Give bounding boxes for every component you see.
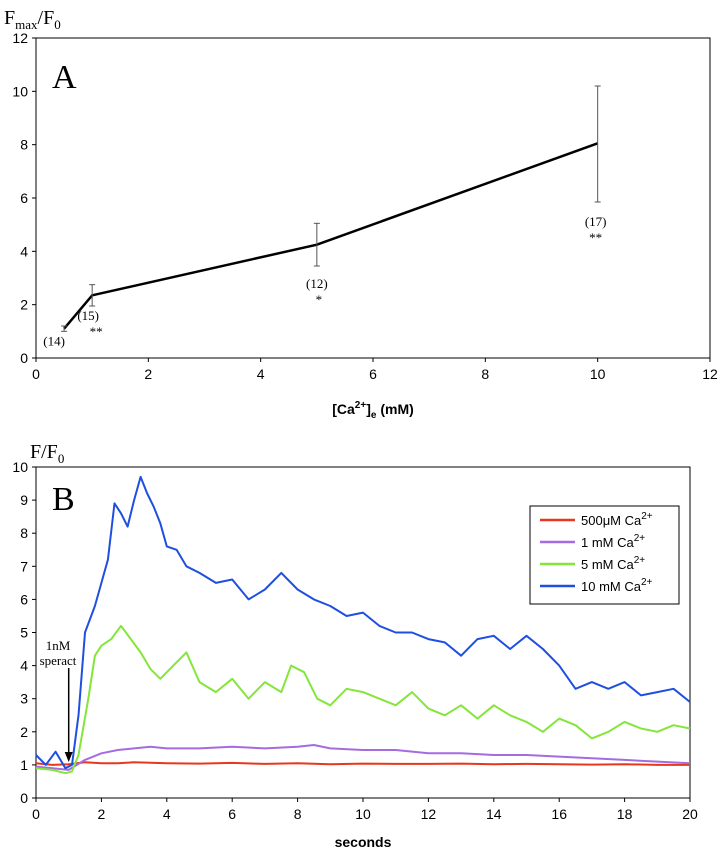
y-tick-label: 8 [20,137,28,153]
series-line [35,624,691,775]
x-tick-label: 4 [163,806,171,822]
legend-box [529,505,680,605]
y-tick-label: 6 [20,190,28,206]
x-tick-label: 20 [682,806,698,822]
y-tick-label: 3 [20,691,28,707]
legend-label: 10 mM Ca2+ [581,577,653,594]
x-tick-label: 14 [486,806,502,822]
x-tick-label: 18 [617,806,633,822]
y-tick-label: 9 [20,492,28,508]
x-tick-label: 2 [144,366,152,382]
x-tick-label: 4 [257,366,265,382]
series-line [35,475,691,770]
y-tick-label: 6 [20,591,28,607]
series-line [35,761,690,766]
series-line [35,744,691,771]
y-tick-label: 10 [12,83,28,99]
x-tick-label: 0 [32,806,40,822]
panel-b-x-axis-label: seconds [335,834,392,850]
panel-a-frame [35,37,711,359]
x-tick-label: 8 [294,806,302,822]
panel-b-y-axis-label: F/F0 [30,441,64,466]
annotation-arrow-head [64,752,73,762]
x-tick-label: 10 [355,806,371,822]
x-tick-label: 6 [228,806,236,822]
significance-marker: ** [90,324,103,339]
y-tick-label: 0 [20,790,28,806]
panel-b-series-lines [35,475,691,775]
significance-marker: * [316,292,323,307]
y-tick-label: 1 [20,757,28,773]
legend: 500μM Ca2+ 1 mM Ca2+ 5 mM Ca2+ 10 mM Ca2+ [529,505,680,605]
speract-annotation: 1nM speract [40,638,77,762]
y-tick-label: 4 [20,243,28,259]
n-label: (12) [306,276,328,291]
n-label: (17) [585,214,607,229]
annotation-text-1nm: 1nM [46,638,71,653]
x-tick-label: 10 [590,366,606,382]
y-tick-label: 4 [20,658,28,674]
x-tick-label: 2 [98,806,106,822]
n-label: (15) [77,308,99,323]
y-tick-label: 7 [20,558,28,574]
y-tick-label: 8 [20,525,28,541]
y-tick-label: 5 [20,625,28,641]
x-tick-label: 12 [421,806,437,822]
x-tick-label: 0 [32,366,40,382]
y-tick-label: 2 [20,724,28,740]
x-tick-label: 8 [481,366,489,382]
panel-a-label: A [52,59,77,96]
significance-marker: ** [589,230,602,245]
data-line [63,142,599,330]
panel-a-y-axis-label: Fmax/F0 [4,7,61,32]
panel-a: A Fmax/F0 [Ca2+]e (mM) 0 2 4 6 8 10 12 0 2 4 6 8 10 1… [4,7,718,421]
y-tick-label: 10 [12,459,28,475]
x-tick-label: 6 [369,366,377,382]
legend-label: 5 mM Ca2+ [581,555,645,572]
panel-b-label: B [52,481,75,518]
panel-a-marks: (14)(15)**(12)*(17)** [43,85,607,348]
x-tick-label: 16 [551,806,567,822]
y-tick-label: 0 [20,350,28,366]
legend-label: 500μM Ca2+ [581,511,653,528]
y-tick-label: 12 [12,30,28,46]
legend-items: 500μM Ca2+ 1 mM Ca2+ 5 mM Ca2+ 10 mM Ca2+ [540,511,653,594]
panel-a-x-axis-label: [Ca2+]e (mM) [332,400,414,421]
legend-label: 1 mM Ca2+ [581,533,645,550]
y-tick-label: 2 [20,297,28,313]
annotation-text-speract: speract [40,653,77,668]
n-label: (14) [43,333,65,348]
x-tick-label: 12 [702,366,718,382]
panel-a-ticks: 0 2 4 6 8 10 12 0 2 4 6 8 10 12 [12,30,718,382]
